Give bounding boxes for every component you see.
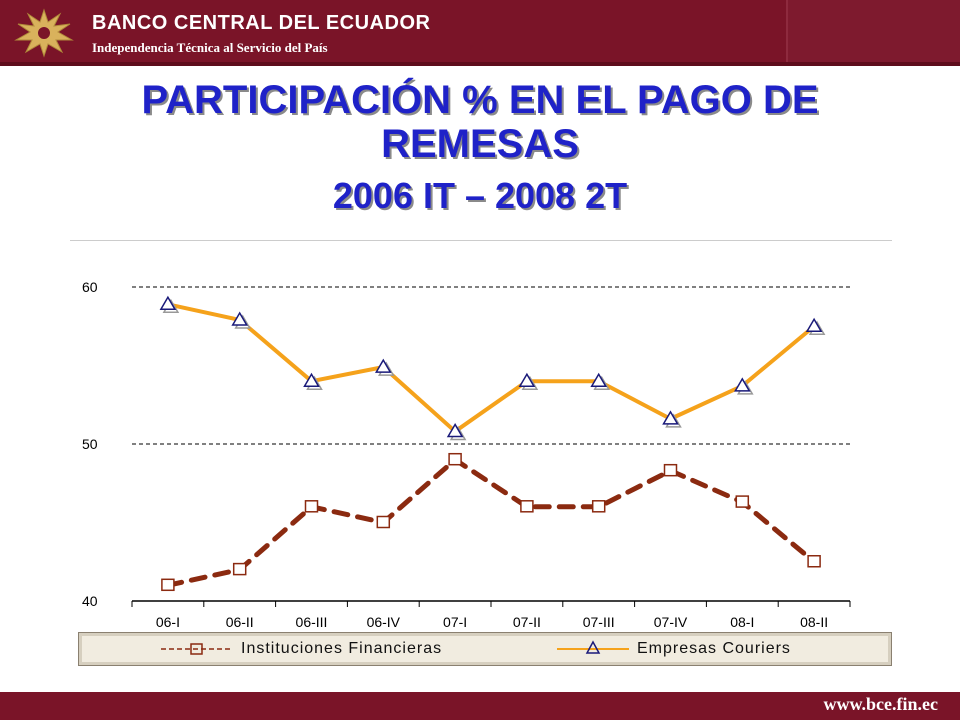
x-tick-label-06-II: 06-II xyxy=(226,614,254,630)
data-point-s1-07-II xyxy=(520,500,534,513)
data-point-s1-06-III xyxy=(304,500,319,513)
y-tick-label-60: 60 xyxy=(82,279,98,295)
bank-name: BANCO CENTRAL DEL ECUADOR xyxy=(92,12,431,34)
x-tick-label-08-I: 08-I xyxy=(730,614,754,630)
bank-tagline: Independencia Técnica al Servicio del Pa… xyxy=(92,40,328,55)
bank-logo-emblem-icon xyxy=(14,8,74,58)
header-rule xyxy=(0,62,960,66)
data-point-s2-06-II xyxy=(231,311,249,326)
data-point-s2-07-I xyxy=(446,422,464,438)
data-point-s1-06-II xyxy=(232,562,247,576)
data-point-s2-07-II xyxy=(518,372,536,387)
title-line-2: REMESAS xyxy=(381,122,579,166)
y-tick-label-40: 40 xyxy=(82,593,98,609)
legend-item-series-1: Instituciones Financieras xyxy=(159,637,442,661)
header-right-panel xyxy=(786,0,960,62)
series-line-2 xyxy=(165,302,817,434)
legend-swatch-square-icon xyxy=(161,643,233,655)
footer-url: www.bce.fin.ec xyxy=(823,694,938,714)
data-point-s2-06-III xyxy=(303,372,320,387)
legend-item-series-2: Empresas Couriers xyxy=(555,637,791,661)
data-point-s2-08-I xyxy=(733,377,751,392)
x-tick-label-06-III: 06-III xyxy=(296,614,328,630)
title-line-3: 2006 IT – 2008 2T xyxy=(332,175,628,216)
data-point-s1-07-III xyxy=(591,500,606,513)
data-point-s1-08-II xyxy=(807,555,821,568)
x-tick-label-06-IV: 06-IV xyxy=(367,614,401,630)
data-point-s1-06-IV xyxy=(376,515,391,529)
x-tick-label-07-III: 07-III xyxy=(583,614,615,630)
data-point-s2-06-I xyxy=(159,295,177,311)
data-point-s2-08-II xyxy=(805,317,823,332)
footer-bar: www.bce.fin.ec xyxy=(0,692,960,720)
legend-label-series-1: Instituciones Financieras xyxy=(241,640,443,657)
chart-area: 40 50 60 06-I 06-II 06-III 06-IV 07-I 07-II 07-II… xyxy=(70,240,892,666)
y-tick-label-50: 50 xyxy=(82,436,98,452)
line-chart: 40 50 60 06-I 06-II 06-III 06-IV 07-I 07-II 07-II… xyxy=(82,279,851,630)
data-point-s1-07-IV xyxy=(663,463,678,477)
title-line-1: PARTICIPACIÓN % EN EL PAGO DE xyxy=(141,78,819,122)
legend-label-series-2: Empresas Couriers xyxy=(637,640,791,657)
x-tick-label-06-I: 06-I xyxy=(156,614,180,630)
data-point-s1-08-I xyxy=(735,495,750,508)
data-point-s2-06-IV xyxy=(374,358,392,373)
data-point-s2-07-III xyxy=(590,372,608,387)
data-point-s2-07-IV xyxy=(662,410,679,425)
slide-title: PARTICIPACIÓN % EN EL PAGO DE REMESAS 20… xyxy=(20,78,940,220)
series-line-1 xyxy=(165,457,817,588)
chart-legend: Instituciones Financieras Empresas Couri… xyxy=(78,632,892,666)
x-tick-label-07-I: 07-I xyxy=(443,614,467,630)
x-tick-label-07-II: 07-II xyxy=(513,614,541,630)
legend-swatch-triangle-icon xyxy=(557,640,629,654)
header-bar: BANCO CENTRAL DEL ECUADOR Independencia … xyxy=(0,0,960,66)
x-tick-label-08-II: 08-II xyxy=(800,614,828,630)
data-point-s1-06-I xyxy=(161,578,175,592)
x-tick-label-07-IV: 07-IV xyxy=(654,614,688,630)
data-point-s1-07-I xyxy=(448,452,462,466)
